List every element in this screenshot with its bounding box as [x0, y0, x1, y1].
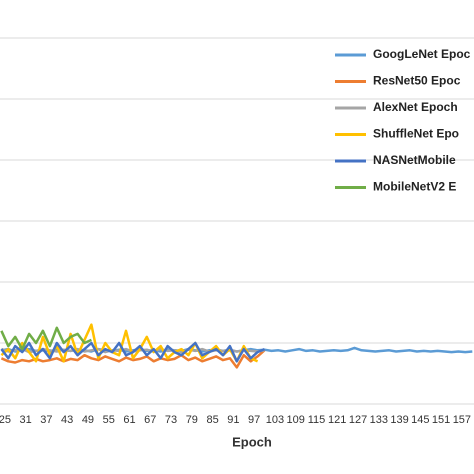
- plot-area: [0, 323, 473, 369]
- legend-label: ShuffleNet Epo: [373, 127, 459, 141]
- series-line: [0, 349, 266, 369]
- x-tick-label: 157: [453, 414, 471, 426]
- x-tick-label: 67: [144, 414, 156, 426]
- x-tick-label: 49: [82, 414, 94, 426]
- legend-label: GoogLeNet Epoc: [373, 47, 471, 61]
- grid: [0, 37, 474, 405]
- x-axis: 25 31 37 43 49 55 61 67 73 79 85 91 97 103 109 115 121 12…: [0, 414, 471, 426]
- series-line: [0, 326, 92, 351]
- x-tick-label: 109: [287, 414, 305, 426]
- legend-label: ResNet50 Epoc: [373, 74, 461, 88]
- x-tick-label: 91: [227, 414, 239, 426]
- x-tick-label: 97: [248, 414, 260, 426]
- x-tick-label: 43: [61, 414, 73, 426]
- x-tick-label: 85: [206, 414, 218, 426]
- x-tick-label: 127: [349, 414, 367, 426]
- legend: GoogLeNet Epoc ResNet50 Epoc AlexNet Epoch…: [335, 47, 471, 194]
- x-tick-label: 31: [19, 414, 31, 426]
- x-tick-label: 37: [40, 414, 52, 426]
- x-tick-label: 121: [328, 414, 346, 426]
- x-tick-label: 115: [308, 414, 326, 426]
- x-tick-label: 55: [103, 414, 115, 426]
- x-axis-title: Epoch: [232, 434, 272, 449]
- x-tick-label: 103: [266, 414, 284, 426]
- x-tick-label: 133: [370, 414, 388, 426]
- x-tick-label: 73: [165, 414, 177, 426]
- series-line: [0, 323, 259, 363]
- x-tick-label: 61: [123, 414, 135, 426]
- legend-label: MobileNetV2 E: [373, 180, 456, 194]
- x-tick-label: 145: [411, 414, 429, 426]
- series-line: [0, 341, 265, 363]
- x-tick-label: 25: [0, 414, 11, 426]
- legend-label: AlexNet Epoch: [373, 100, 458, 114]
- x-tick-label: 79: [186, 414, 198, 426]
- x-tick-label: 139: [390, 414, 408, 426]
- legend-label: NASNetMobile: [373, 153, 456, 167]
- x-tick-label: 151: [432, 414, 450, 426]
